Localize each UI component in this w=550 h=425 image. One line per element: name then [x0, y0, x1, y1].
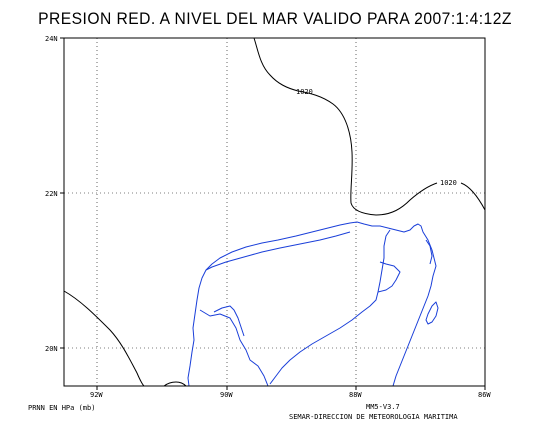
- map-title: PRESION RED. A NIVEL DEL MAR VALIDO PARA…: [38, 9, 512, 28]
- lat-label-22n: 22N: [45, 190, 58, 198]
- cozumel-island: [425, 301, 439, 325]
- isobars: [63, 37, 486, 387]
- units-label: PRNN EN HPa (mb): [28, 404, 95, 412]
- lat-label-20n: 20N: [45, 345, 58, 353]
- lon-label-88w: 88W: [349, 391, 362, 399]
- lat-label-24n: 24N: [45, 35, 58, 43]
- lon-label-86w: 86W: [478, 391, 491, 399]
- yucatan-north-lip: [205, 231, 351, 271]
- tick-marks: [60, 37, 486, 390]
- state-border-east: [269, 229, 391, 385]
- grid-lines: [64, 38, 485, 386]
- lon-label-92w: 92W: [90, 391, 103, 399]
- model-label: MM5-V3.7: [366, 403, 400, 411]
- isobar-label-1: 1020: [296, 88, 313, 96]
- isobar-1020-east: [460, 182, 486, 211]
- isobar-south: [163, 381, 187, 387]
- isobar-west: [63, 290, 145, 387]
- lon-label-90w: 90W: [220, 391, 233, 399]
- isobar-label-2: 1020: [440, 179, 457, 187]
- state-border-west: [213, 305, 245, 337]
- campeche-inland-border: [199, 309, 269, 387]
- map-frame: [63, 37, 486, 387]
- isobar-1020-north: [253, 37, 438, 216]
- quintana-roo-border: [377, 261, 401, 293]
- coastline: [187, 221, 439, 387]
- yucatan-coastline: [187, 221, 437, 387]
- credit-label: SEMAR-DIRECCION DE METEOROLOGIA MARITIMA: [289, 413, 458, 421]
- east-coast-islets: [425, 239, 433, 265]
